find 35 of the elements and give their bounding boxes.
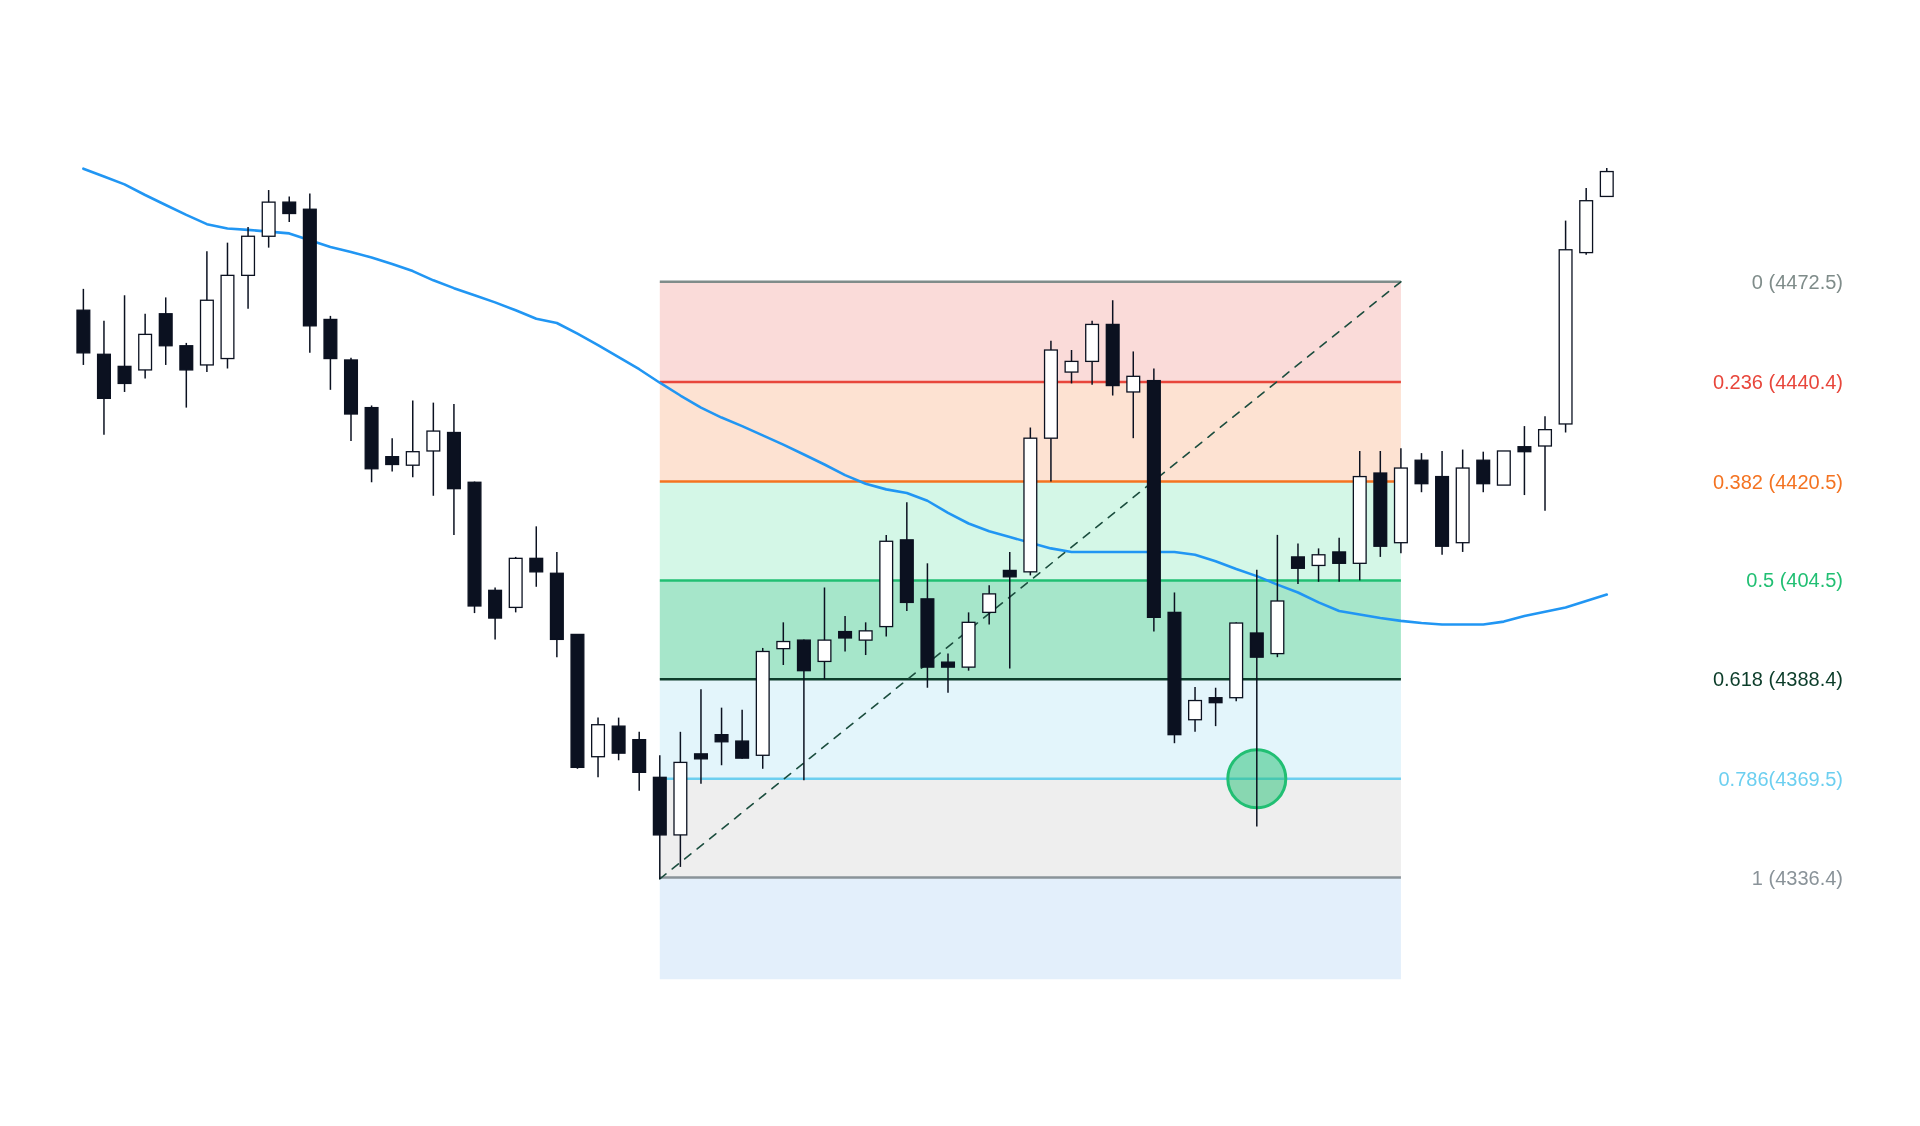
candlestick <box>1476 450 1491 493</box>
candlestick <box>776 621 791 666</box>
text: 0.5 (404.5) <box>1746 569 1843 592</box>
text: 0.236 (4440.4) <box>1712 371 1843 394</box>
candlestick <box>1537 415 1553 512</box>
candlestick <box>735 709 750 760</box>
candlestick <box>1332 536 1347 583</box>
candlestick <box>405 399 420 479</box>
text: 0 (4472.5) <box>1751 270 1843 293</box>
candlestick <box>693 688 708 785</box>
text: 0.382 (4420.5) <box>1712 470 1843 493</box>
candlestick <box>529 525 544 588</box>
candlestick <box>1290 542 1305 585</box>
candlestick <box>858 621 873 656</box>
candlestick <box>1188 686 1203 733</box>
candlestick <box>838 615 853 653</box>
candlestick <box>1414 452 1429 493</box>
candlestick <box>1517 425 1532 496</box>
candlestick <box>1002 551 1017 670</box>
candlestick <box>385 437 400 473</box>
candlestick <box>282 195 297 223</box>
candlestick <box>714 706 729 766</box>
candlestick <box>940 652 956 694</box>
text: 1 (4336.4) <box>1751 866 1843 889</box>
candlestick <box>426 401 441 497</box>
candlestick <box>1126 350 1141 439</box>
candlestick <box>1249 568 1264 828</box>
candlestick <box>817 586 832 680</box>
text: 0.618 (4388.4) <box>1712 668 1843 691</box>
text: 0.786(4369.5) <box>1718 767 1843 790</box>
candlestick <box>1311 547 1326 583</box>
candlestick <box>982 584 997 626</box>
candlestick <box>1064 349 1079 385</box>
candlestick <box>117 294 132 393</box>
candlestick <box>1208 686 1223 727</box>
